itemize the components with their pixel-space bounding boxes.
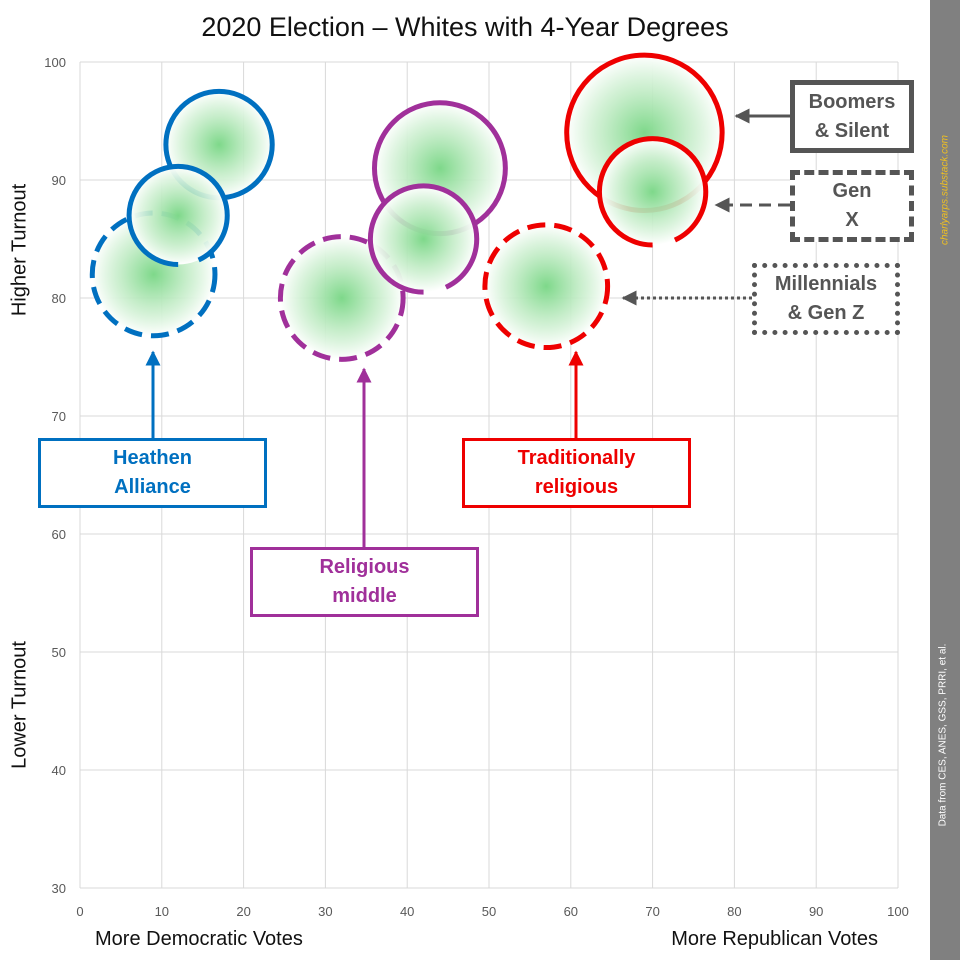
x-axis-label-right: More Republican Votes (671, 928, 878, 950)
y-tick-label: 90 (52, 173, 66, 188)
bubble-fill (599, 138, 706, 245)
y-tick-label: 100 (44, 55, 66, 70)
y-tick-label: 50 (52, 645, 66, 660)
scatter-plot: 0 10 20 30 40 50 60 70 80 90 100 30 40 50 60 70 80 90 100 (44, 52, 909, 919)
y-tick-label: 70 (52, 409, 66, 424)
callout-heathen-alliance: Heathen Alliance (38, 438, 267, 508)
x-tick-label: 100 (887, 904, 909, 919)
bubbles (89, 52, 725, 362)
x-tick-label: 90 (809, 904, 823, 919)
bubble (482, 222, 611, 351)
bubble-fill (370, 185, 477, 293)
sidebar-source: Data from CES, ANES, GSS, PRRI, et al. (937, 643, 949, 827)
x-tick-label: 70 (645, 904, 659, 919)
x-tick-label: 0 (76, 904, 83, 919)
y-tick-label: 60 (52, 527, 66, 542)
bubble-ring (89, 210, 218, 339)
x-axis-label-left: More Democratic Votes (95, 928, 303, 950)
x-tick-label: 40 (400, 904, 414, 919)
callout-religious-middle: Religious middle (250, 547, 479, 617)
callout-traditionally-religious: Traditionally religious (462, 438, 691, 508)
x-tick-label: 10 (155, 904, 169, 919)
callout-arrows (145, 108, 790, 547)
callout-boomers-silent: Boomers & Silent (790, 80, 914, 153)
x-tick-label: 80 (727, 904, 741, 919)
bubble-fill (280, 236, 404, 360)
bubble (367, 183, 480, 295)
x-tick-label: 20 (236, 904, 250, 919)
y-tick-label: 40 (52, 763, 66, 778)
bubble (596, 136, 709, 248)
bubble (126, 163, 230, 267)
tick-labels: 0 10 20 30 40 50 60 70 80 90 100 30 40 50 60 70 80 90 100 (44, 55, 909, 919)
bubble-ring (596, 136, 709, 248)
bubble-ring (277, 234, 406, 362)
chart-title: 2020 Election – Whites with 4-Year Degre… (201, 12, 729, 42)
x-tick-label: 50 (482, 904, 496, 919)
y-tick-label: 30 (52, 881, 66, 896)
x-tick-label: 60 (564, 904, 578, 919)
y-tick-label: 80 (52, 291, 66, 306)
bubble (277, 234, 406, 362)
callout-millennials-gen-z: Millennials & Gen Z (752, 263, 900, 335)
callout-gen-x: Gen X (790, 170, 914, 242)
sidebar-url: charlyarps.substack.com (939, 134, 951, 246)
x-tick-label: 30 (318, 904, 332, 919)
bubble-ring (367, 183, 480, 295)
bubble-fill (484, 224, 608, 348)
bubble-ring (126, 163, 230, 267)
bubble-ring (482, 222, 611, 351)
bubble-fill (129, 166, 228, 265)
sidebar-strip (930, 0, 960, 960)
